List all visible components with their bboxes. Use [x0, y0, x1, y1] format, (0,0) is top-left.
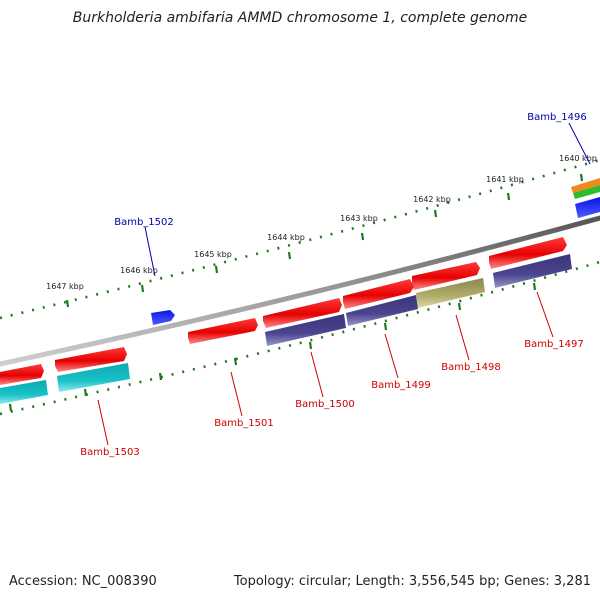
- gene-label-bamb-1498[interactable]: Bamb_1498: [441, 362, 501, 373]
- inner-major-tick: [308, 341, 313, 350]
- gene-label-bamb-1501[interactable]: Bamb_1501: [214, 418, 274, 429]
- leader-bamb-1496: [568, 122, 591, 165]
- category-cyan-1503: [0, 380, 48, 404]
- category-olive-1498: [416, 278, 485, 308]
- leader-bamb-1503: [97, 399, 109, 446]
- gene-bamb-1498-arrow[interactable]: [343, 279, 414, 309]
- gene-bamb-1500-arrow[interactable]: [188, 318, 258, 344]
- category-purple-1497: [493, 254, 572, 288]
- category-purple-1500: [265, 314, 346, 346]
- outer-major-tick: [65, 299, 70, 308]
- inner-major-tick: [457, 302, 462, 311]
- orange-feature: [571, 178, 600, 193]
- outer-major-tick: [579, 173, 584, 182]
- gene-bamb-1503-arrow[interactable]: [0, 364, 44, 385]
- leader-bamb-1499: [384, 333, 399, 379]
- gene-label-bamb-1502[interactable]: Bamb_1502: [114, 217, 174, 228]
- outer-major-tick: [140, 284, 145, 293]
- category-purple-1499: [346, 295, 418, 326]
- outer-major-tick: [433, 209, 438, 218]
- gene-bamb-1501-arrow[interactable]: [55, 347, 127, 372]
- inner-major-tick: [158, 372, 163, 381]
- outer-major-tick: [287, 251, 292, 260]
- inner-major-tick: [8, 403, 13, 412]
- scale-label-1643: 1643 kbp: [340, 214, 378, 223]
- gene-label-bamb-1503[interactable]: Bamb_1503: [80, 447, 140, 458]
- inner-scale-track: [0, 260, 600, 416]
- gene-bamb-1497-arrow[interactable]: [412, 262, 480, 290]
- scale-label-1641: 1641 kbp: [486, 175, 524, 184]
- leader-bamb-1500: [310, 351, 324, 398]
- gene-label-bamb-1496[interactable]: Bamb_1496: [527, 112, 587, 123]
- green-feature: [573, 185, 600, 199]
- blue-feature-right: [575, 197, 600, 218]
- label-leader-lines: [97, 122, 591, 446]
- page-title: Burkholderia ambifaria AMMD chromosome 1…: [72, 10, 528, 26]
- scale-labels: 1640 kbp 1641 kbp 1642 kbp 1643 kbp 1644…: [46, 154, 597, 291]
- gene-bamb-1499-arrow[interactable]: [263, 298, 342, 328]
- gene-label-bamb-1499[interactable]: Bamb_1499: [371, 380, 431, 391]
- leader-bamb-1497: [536, 291, 554, 338]
- category-cyan-1501: [57, 363, 130, 392]
- inner-major-tick: [383, 322, 388, 331]
- genome-backbone: [0, 215, 600, 367]
- gene-bamb-1502-arrow[interactable]: [151, 310, 175, 325]
- topology-text: Topology: circular; Length: 3,556,545 bp…: [233, 574, 591, 589]
- outer-major-tick: [506, 192, 511, 201]
- outer-feature-rings: [571, 178, 600, 218]
- inner-major-tick: [532, 282, 537, 291]
- scale-label-1640: 1640 kbp: [559, 154, 597, 163]
- outer-major-tick: [214, 265, 219, 274]
- category-color-track: [0, 254, 572, 404]
- scale-label-1647: 1647 kbp: [46, 282, 84, 291]
- inner-major-tick: [83, 388, 88, 397]
- gene-label-bamb-1500[interactable]: Bamb_1500: [295, 399, 355, 410]
- leader-bamb-1501: [230, 371, 243, 417]
- forward-cds-track: [0, 237, 567, 385]
- scale-label-1644: 1644 kbp: [267, 233, 305, 242]
- gene-label-bamb-1497[interactable]: Bamb_1497: [524, 339, 584, 350]
- leader-bamb-1498: [455, 314, 470, 361]
- leader-bamb-1502: [144, 226, 156, 277]
- scale-label-1646: 1646 kbp: [120, 266, 158, 275]
- gene-labels: Bamb_1496 Bamb_1502 Bamb_1497 Bamb_1498 …: [80, 112, 587, 458]
- outer-scale-track: [0, 158, 600, 320]
- scale-label-1645: 1645 kbp: [194, 250, 232, 259]
- accession-text: Accession: NC_008390: [9, 574, 157, 589]
- scale-label-1642: 1642 kbp: [413, 195, 451, 204]
- gene-bamb-1496-arrow[interactable]: [489, 237, 567, 269]
- inner-major-tick: [233, 357, 238, 366]
- outer-major-tick: [360, 232, 365, 241]
